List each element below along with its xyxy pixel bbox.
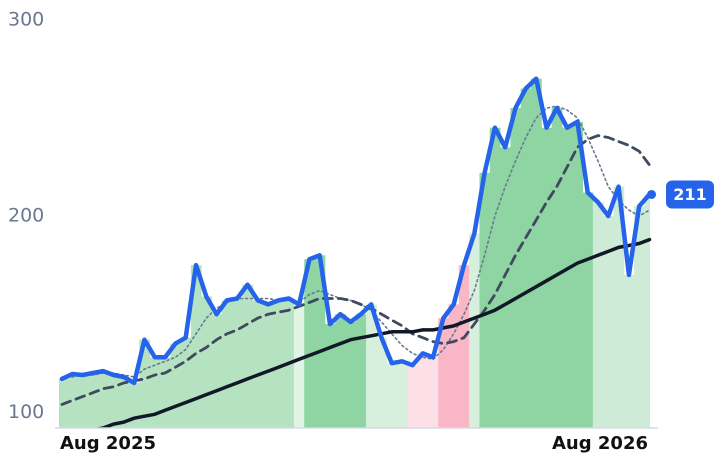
area-bar [592, 202, 604, 428]
area-bar [644, 194, 651, 428]
lines [59, 76, 652, 428]
area-bar [582, 192, 594, 428]
x-tick-label: Aug 2025 [60, 433, 156, 454]
area-bar [263, 304, 274, 428]
area-bar [304, 259, 316, 428]
area-bar [335, 314, 346, 428]
area-bar [293, 304, 305, 428]
shading [59, 78, 651, 428]
area-bar [386, 363, 398, 428]
moving-average [60, 134, 651, 406]
area-bar [211, 314, 223, 428]
area-bar [520, 88, 532, 428]
area-bar [603, 216, 614, 428]
area-bar [345, 322, 357, 428]
area-bar [448, 304, 460, 428]
area-bar [232, 298, 243, 428]
area-bar [108, 375, 120, 428]
x-tick-label: Aug 2026 [552, 433, 648, 454]
area-bar [129, 382, 140, 428]
area-bar [77, 375, 89, 428]
area-bar [500, 147, 511, 428]
area-bar [561, 127, 573, 428]
area-bar [551, 108, 563, 428]
area-bar [376, 337, 388, 428]
y-tick-label: 100 [8, 401, 44, 423]
area-bar [159, 357, 171, 428]
area-bar [469, 233, 480, 428]
area-bar [438, 318, 450, 428]
area-bar [541, 127, 553, 428]
area-bar [324, 323, 336, 428]
area-bar [149, 357, 161, 428]
area-bar [417, 353, 429, 428]
value-badge-label: 211 [673, 185, 706, 204]
last-point [647, 189, 657, 199]
area-bar [139, 339, 151, 428]
area-bar [118, 376, 130, 428]
area-bar [613, 186, 625, 428]
area-bar [366, 304, 377, 428]
area-bar [180, 337, 192, 428]
moving-average [94, 237, 652, 428]
area-bar [427, 357, 439, 428]
area-bar [479, 172, 491, 428]
area-bar [87, 373, 99, 428]
area-bar [397, 361, 408, 428]
y-tick-label: 300 [8, 8, 44, 30]
area-bar [355, 314, 367, 428]
area-bar [170, 343, 182, 428]
area-bar [407, 365, 419, 428]
area-bar [623, 274, 635, 428]
area-bar [98, 371, 109, 428]
area-bar [201, 296, 212, 428]
area-bar [190, 265, 202, 428]
area-bar [314, 255, 326, 428]
value-badge [666, 180, 714, 209]
area-bar [221, 300, 233, 428]
area-bar [572, 121, 584, 428]
area-bar [242, 284, 254, 428]
area-bar [531, 78, 542, 428]
price-line [59, 76, 652, 386]
area-bar [510, 108, 522, 428]
area-bar [489, 127, 501, 428]
area-bar [67, 374, 78, 428]
area-bar [458, 265, 470, 428]
area-bar [634, 206, 645, 428]
area-bar [273, 300, 285, 428]
area-bar [252, 300, 264, 428]
y-tick-label: 200 [8, 205, 44, 227]
